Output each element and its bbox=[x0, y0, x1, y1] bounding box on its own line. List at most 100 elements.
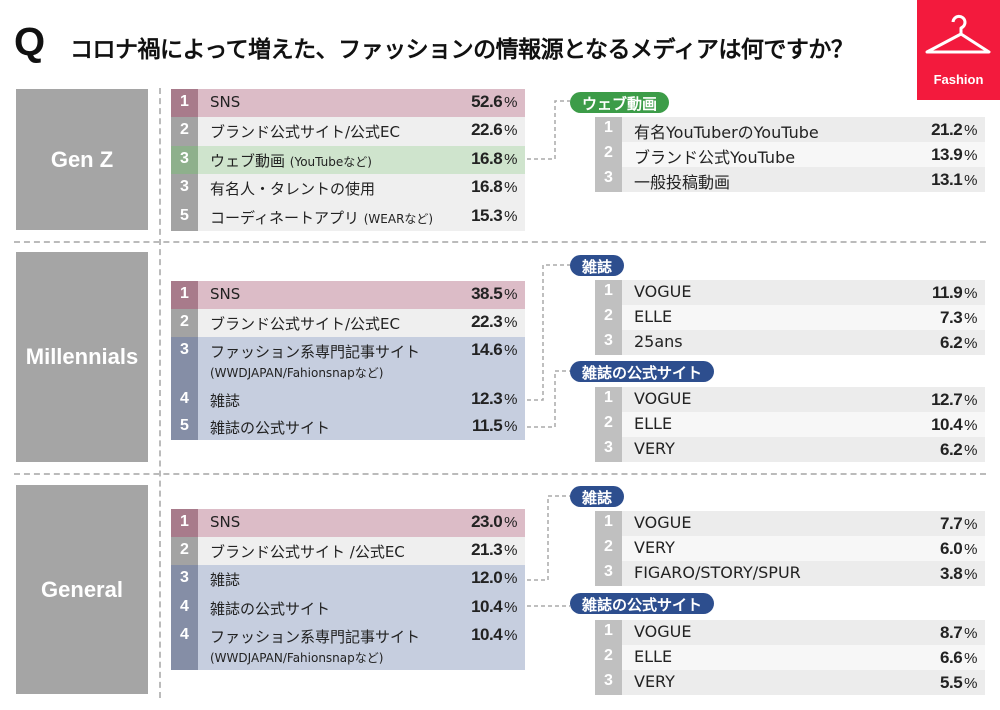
value-number: 21.3 bbox=[471, 540, 503, 559]
value-number: 10.4 bbox=[471, 597, 503, 616]
breakdown-row: 3 VERY 6.2% bbox=[595, 437, 985, 462]
ranking-row: 2 ブランド公式サイト/公式EC 22.3% bbox=[171, 309, 525, 337]
percent-unit: % bbox=[504, 122, 517, 139]
item-label: SNS bbox=[198, 281, 455, 309]
item-text: ブランド公式サイト/公式EC bbox=[210, 315, 401, 333]
rank-number: 2 bbox=[171, 309, 198, 337]
percent-unit: % bbox=[964, 650, 977, 667]
ranking-row: 3 ファッション系専門記事サイト (WWDJAPAN/Fahionsnapなど) 14… bbox=[171, 337, 525, 386]
ranking-row: 2 ブランド公式サイト /公式EC 21.3% bbox=[171, 537, 525, 565]
value-number: 6.2 bbox=[940, 333, 963, 352]
rank-number: 3 bbox=[595, 437, 622, 462]
percent-value: 6.6% bbox=[915, 645, 985, 670]
page-title: コロナ禍によって増えた、ファッションの情報源となるメディアは何ですか？ bbox=[70, 37, 854, 63]
item-note: (WEARなど) bbox=[363, 212, 434, 226]
rank-number: 5 bbox=[171, 413, 198, 440]
item-label: VOGUE bbox=[634, 282, 692, 301]
section-divider bbox=[14, 473, 986, 475]
item-label: 雑誌の公式サイト bbox=[198, 594, 455, 622]
item-label: 雑誌 bbox=[198, 565, 455, 594]
value-number: 11.5 bbox=[472, 416, 503, 435]
ranking-row: 3 ウェブ動画 (YouTubeなど) 16.8% bbox=[171, 146, 525, 174]
item-text: コーディネートアプリ bbox=[210, 209, 359, 227]
rank-number: 4 bbox=[171, 594, 198, 622]
rank-number: 1 bbox=[595, 117, 622, 142]
breakdown-row: 2 ELLE 10.4% bbox=[595, 412, 985, 437]
percent-value: 22.6% bbox=[455, 117, 525, 146]
value-number: 6.0 bbox=[940, 539, 963, 558]
item-text: ファッション系専門記事サイト bbox=[210, 628, 421, 646]
ranking-row: 1 SNS 52.6% bbox=[171, 89, 525, 117]
rank-number: 3 bbox=[595, 330, 622, 355]
percent-unit: % bbox=[504, 179, 517, 196]
item-label: 雑誌 bbox=[198, 386, 455, 413]
rank-number: 3 bbox=[595, 167, 622, 192]
item-label: ウェブ動画 (YouTubeなど) bbox=[198, 146, 455, 174]
percent-value: 14.6% bbox=[455, 337, 525, 386]
rank-number: 3 bbox=[171, 174, 198, 203]
rank-number: 4 bbox=[171, 386, 198, 413]
percent-unit: % bbox=[504, 94, 517, 111]
percent-value: 11.9% bbox=[915, 280, 985, 305]
value-number: 7.3 bbox=[940, 308, 963, 327]
percent-value: 52.6% bbox=[455, 89, 525, 117]
rank-number: 2 bbox=[595, 142, 622, 167]
item-label: 雑誌の公式サイト bbox=[198, 413, 455, 440]
item-label: コーディネートアプリ (WEARなど) bbox=[198, 203, 455, 231]
breakdown-row: 1 VOGUE 11.9% bbox=[595, 280, 985, 305]
ranking-row: 3 有名人・タレントの使用 16.8% bbox=[171, 174, 525, 203]
value-number: 21.2 bbox=[931, 120, 963, 139]
percent-unit: % bbox=[964, 147, 977, 164]
value-number: 12.7 bbox=[931, 390, 963, 409]
percent-unit: % bbox=[504, 314, 517, 331]
percent-value: 7.3% bbox=[915, 305, 985, 330]
item-text: SNS bbox=[210, 513, 241, 531]
value-number: 12.0 bbox=[471, 568, 503, 587]
rank-number: 1 bbox=[171, 281, 198, 309]
item-label: VOGUE bbox=[634, 513, 692, 532]
percent-unit: % bbox=[504, 418, 517, 435]
segment-label-gen-z: Gen Z bbox=[16, 89, 148, 230]
item-text: 雑誌の公式サイト bbox=[210, 600, 331, 618]
percent-value: 15.3% bbox=[455, 203, 525, 231]
percent-value: 10.4% bbox=[455, 622, 525, 670]
rank-number: 3 bbox=[171, 337, 198, 386]
ranking-row: 1 SNS 38.5% bbox=[171, 281, 525, 309]
breakdown-row: 1 VOGUE 8.7% bbox=[595, 620, 985, 645]
percent-value: 23.0% bbox=[455, 509, 525, 537]
breakdown-row: 1 有名YouTuberのYouTube 21.2% bbox=[595, 117, 985, 142]
rank-number: 2 bbox=[595, 645, 622, 670]
item-label: VOGUE bbox=[634, 389, 692, 408]
rank-number: 3 bbox=[171, 146, 198, 174]
rank-number: 1 bbox=[595, 280, 622, 305]
item-text: ブランド公式サイト/公式EC bbox=[210, 123, 401, 141]
item-text: SNS bbox=[210, 285, 241, 303]
item-text: ウェブ動画 bbox=[210, 152, 286, 170]
percent-value: 6.2% bbox=[915, 437, 985, 462]
percent-value: 7.7% bbox=[915, 511, 985, 536]
item-label: ブランド公式サイト/公式EC bbox=[198, 309, 455, 337]
value-number: 3.8 bbox=[940, 564, 963, 583]
item-text: ブランド公式サイト /公式EC bbox=[210, 543, 405, 561]
breakdown-row: 3 FIGARO/STORY/SPUR 3.8% bbox=[595, 561, 985, 586]
value-number: 6.2 bbox=[940, 440, 963, 459]
hanger-icon bbox=[925, 14, 991, 54]
percent-unit: % bbox=[964, 566, 977, 583]
percent-unit: % bbox=[504, 391, 517, 408]
item-label: VERY bbox=[634, 538, 675, 557]
rank-number: 3 bbox=[595, 561, 622, 586]
rank-number: 3 bbox=[171, 565, 198, 594]
breakdown-badge: ウェブ動画 bbox=[570, 92, 670, 113]
percent-value: 3.8% bbox=[915, 561, 985, 586]
rank-number: 2 bbox=[171, 117, 198, 146]
percent-value: 16.8% bbox=[455, 174, 525, 203]
breakdown-row: 3 一般投稿動画 13.1% bbox=[595, 167, 985, 192]
segment-label-general: General bbox=[16, 485, 148, 694]
value-number: 16.8 bbox=[471, 177, 503, 196]
rank-number: 2 bbox=[595, 412, 622, 437]
item-label: VERY bbox=[634, 672, 675, 691]
item-label: 一般投稿動画 bbox=[634, 173, 731, 192]
percent-unit: % bbox=[964, 442, 977, 459]
percent-unit: % bbox=[504, 542, 517, 559]
